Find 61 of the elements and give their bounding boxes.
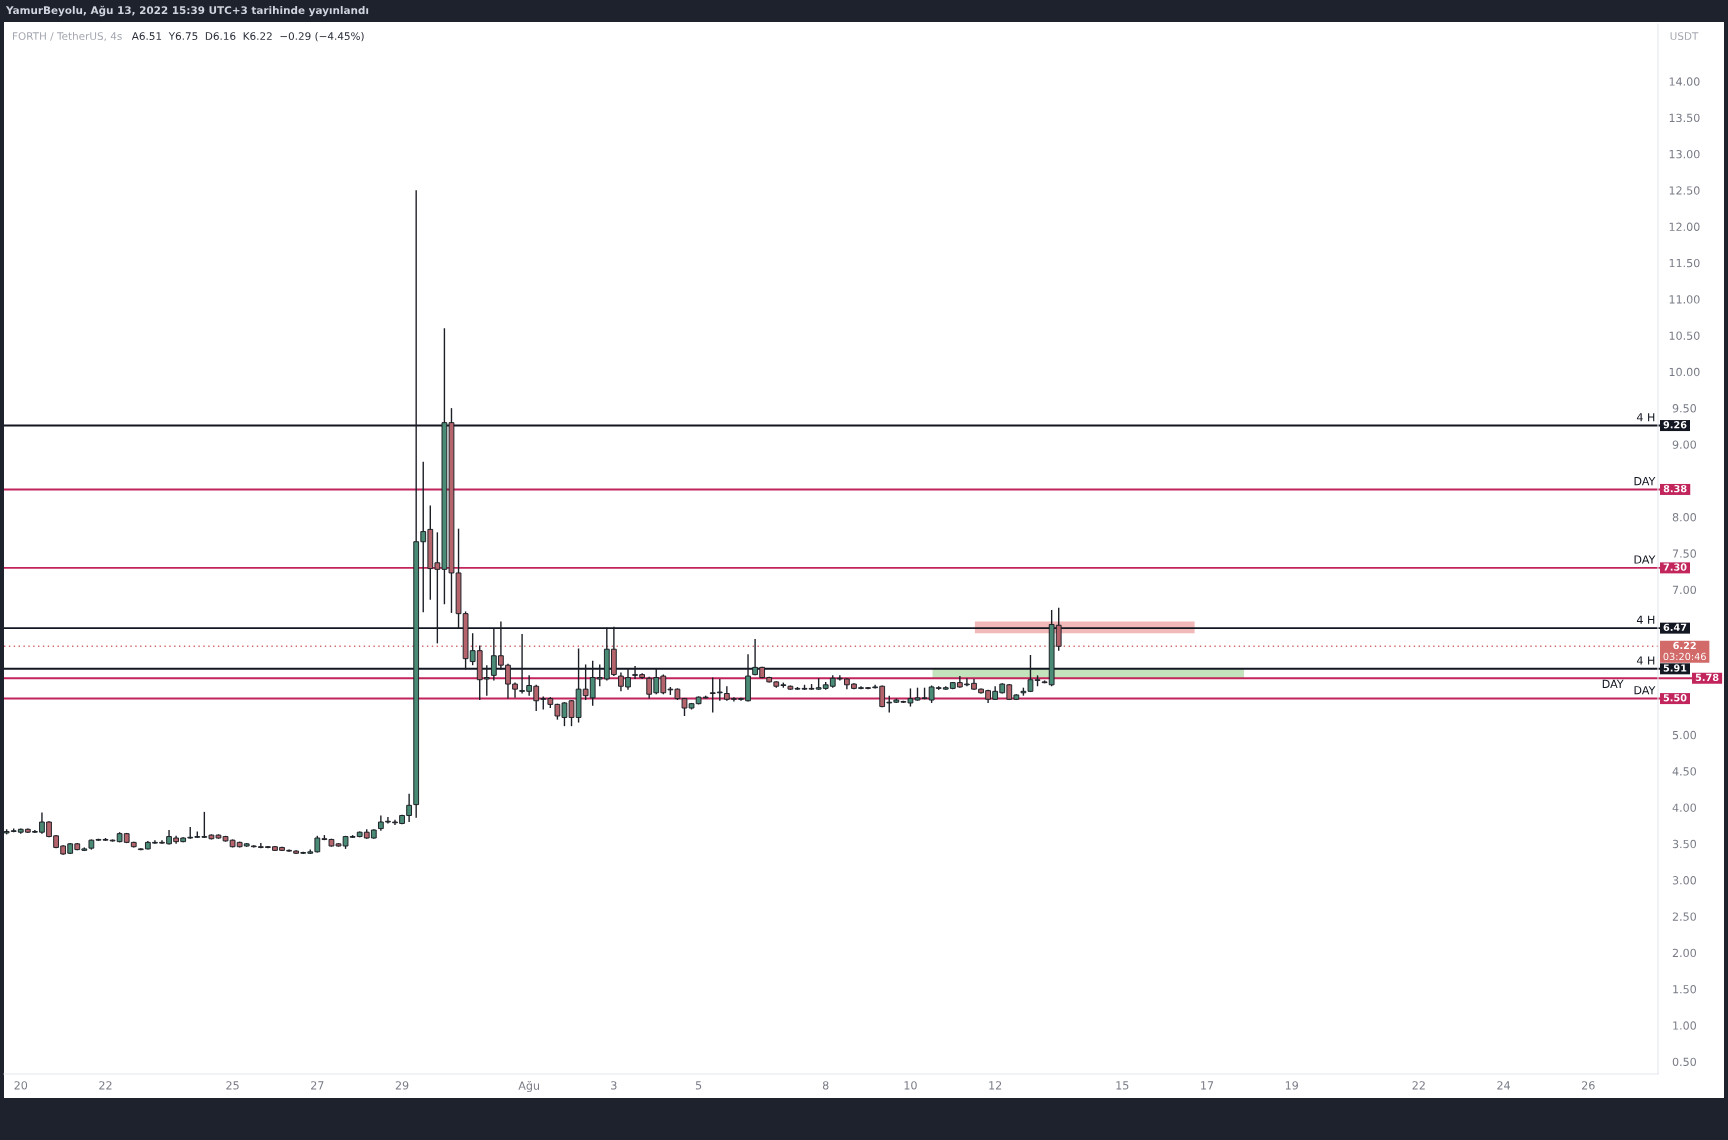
x-tick-label: 19: [1285, 1081, 1299, 1090]
y-tick-label: 1.00: [1673, 1021, 1697, 1030]
y-tick-label: 9.00: [1672, 440, 1697, 449]
annotation: DAY: [1602, 679, 1624, 688]
y-tick-label: 2.00: [1672, 948, 1697, 958]
chart-title: YamurBeyolu, Ağu 13, 2022 15:39 UTC+3 tarihinde yayınlandı: [5, 5, 369, 17]
y-tick-label: 7.00: [1672, 585, 1697, 595]
ref-line-label: 6.22: [1673, 641, 1696, 650]
x-tick-label: 22: [99, 1081, 112, 1090]
y-tick-label: 10.50: [1669, 331, 1700, 340]
ref-line-label: 5.91: [1663, 664, 1687, 672]
annotation: 4 H: [1636, 656, 1655, 665]
annotation: DAY: [1634, 477, 1656, 486]
y-tick-label: 0.50: [1672, 1057, 1697, 1067]
x-tick-label: 3: [611, 1081, 617, 1090]
x-tick-label: Ağu: [518, 1080, 539, 1092]
y-axis-title: USDT: [1670, 32, 1699, 41]
y-tick-label: 13.50: [1669, 113, 1700, 123]
x-tick-label: 5: [695, 1081, 702, 1090]
text: 03:20:46: [1663, 652, 1706, 661]
y-tick-label: 11.00: [1669, 295, 1700, 304]
annotation: 4 H: [1636, 413, 1655, 422]
ref-line-label: 5.50: [1663, 694, 1687, 702]
x-tick-label: 29: [395, 1081, 409, 1090]
y-tick-label: 12.00: [1669, 222, 1700, 231]
y-tick-label: 3.00: [1672, 876, 1697, 885]
y-tick-label: 5.00: [1672, 730, 1697, 740]
x-tick-label: 17: [1201, 1081, 1214, 1090]
y-tick-label: 13.00: [1669, 149, 1700, 159]
y-tick-label: 7.50: [1672, 549, 1697, 558]
x-tick-label: 24: [1497, 1081, 1510, 1090]
y-tick-label: 14.00: [1669, 77, 1700, 86]
annotation: A6.51 Y6.75 D6.16 K6.22 −0.29 (−4.45%): [131, 31, 364, 42]
x-tick-label: 26: [1582, 1081, 1595, 1090]
y-tick-label: 3.50: [1672, 839, 1697, 849]
ref-line-label: 5.78: [1695, 673, 1719, 682]
y-tick-label: 10.00: [1669, 367, 1700, 377]
y-tick-label: 12.50: [1669, 186, 1700, 195]
y-tick-label: 4.50: [1672, 767, 1697, 776]
x-tick-label: 12: [989, 1081, 1002, 1090]
x-tick-label: 8: [822, 1081, 829, 1090]
y-tick-label: 4.00: [1672, 803, 1697, 812]
x-tick-label: 22: [1412, 1081, 1425, 1090]
annotation: 4 H: [1636, 615, 1655, 624]
ref-line-label: 7.30: [1663, 563, 1687, 571]
ref-line-label: 6.47: [1663, 623, 1687, 631]
ref-line-label: 9.26: [1663, 421, 1687, 429]
x-tick-label: 27: [311, 1081, 324, 1090]
x-tick-label: 10: [904, 1081, 917, 1090]
y-tick-label: 1.50: [1673, 985, 1697, 994]
y-tick-label: 2.50: [1672, 912, 1697, 921]
x-tick-label: 15: [1116, 1081, 1129, 1090]
y-tick-label: 9.50: [1672, 404, 1697, 413]
y-tick-label: 8.00: [1672, 513, 1697, 522]
annotation: DAY: [1634, 555, 1656, 564]
ref-line-label: 8.38: [1663, 484, 1687, 493]
y-tick-label: 11.50: [1669, 258, 1700, 268]
annotation: DAY: [1634, 686, 1656, 695]
x-tick-label: 25: [226, 1081, 239, 1090]
x-tick-label: 20: [14, 1081, 28, 1090]
text: FORTH / TetherUS, 4s: [13, 31, 122, 42]
